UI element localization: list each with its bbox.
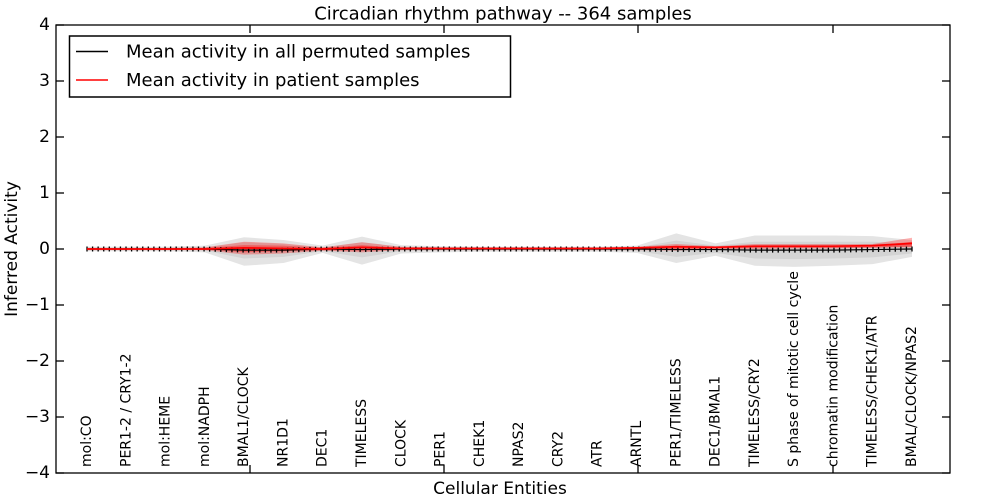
y-tick-label: 0: [39, 239, 50, 259]
y-tick-label: −4: [25, 463, 50, 483]
x-category-label: PER1-2 / CRY1-2: [118, 353, 134, 467]
y-tick-label: 1: [39, 183, 50, 203]
y-tick-label: −2: [25, 351, 50, 371]
x-category-labels: mol:CO PER1-2 / CRY1-2 mol:HEME mol:NADPH BM…: [79, 271, 920, 468]
legend-entries: Mean activity in all permuted samples Mea…: [76, 42, 470, 91]
x-category-label: TIMELESS/CHEK1/ATR: [865, 315, 881, 468]
legend-label: Mean activity in patient samples: [126, 70, 420, 91]
x-category-label: mol:HEME: [158, 396, 174, 467]
x-category-label: DEC1: [315, 429, 331, 467]
x-category-label: PER1/TIMELESS: [668, 358, 684, 467]
x-category-label: PER1: [433, 431, 449, 467]
x-category-label: CLOCK: [393, 419, 409, 467]
y-tick-label: 3: [39, 71, 50, 91]
x-category-label: BMAL1/CLOCK: [236, 366, 252, 467]
x-axis-label: Cellular Entities: [433, 479, 567, 499]
x-category-label: CRY2: [550, 431, 566, 467]
x-category-label: TIMELESS: [354, 399, 370, 468]
y-tick-label: −3: [25, 407, 50, 427]
x-category-label: NPAS2: [511, 422, 527, 467]
x-category-label: S phase of mitotic cell cycle: [786, 271, 802, 467]
x-category-label: chromatin modification: [825, 305, 841, 467]
x-category-label: DEC1/BMAL1: [708, 376, 724, 467]
x-category-label: CHEK1: [472, 420, 488, 467]
x-category-label: TIMELESS/CRY2: [747, 358, 763, 468]
legend: Mean activity in all permuted samples Mea…: [68, 35, 512, 98]
mean-lines: [86, 242, 913, 253]
x-category-label: NR1D1: [275, 418, 291, 467]
y-tick-label: 2: [39, 127, 50, 147]
y-tick-label: 4: [39, 15, 50, 35]
y-tick-labels: −4 −3 −2 −1 0 1 2 3 4: [25, 15, 50, 483]
x-category-label: ATR: [590, 440, 606, 467]
x-category-label: mol:CO: [79, 415, 95, 467]
axis-ticks: [56, 24, 950, 474]
x-category-label: BMAL/CLOCK/NPAS2: [904, 326, 920, 467]
x-category-label: ARNTL: [629, 421, 645, 467]
y-tick-label: −1: [25, 295, 50, 315]
x-category-label: mol:NADPH: [197, 386, 213, 467]
legend-label: Mean activity in all permuted samples: [126, 42, 470, 63]
series-line-1: [87, 242, 913, 250]
y-axis-label: Inferred Activity: [2, 181, 22, 317]
legend-box: [68, 35, 512, 98]
chart-title: Circadian rhythm pathway -- 364 samples: [314, 4, 692, 25]
